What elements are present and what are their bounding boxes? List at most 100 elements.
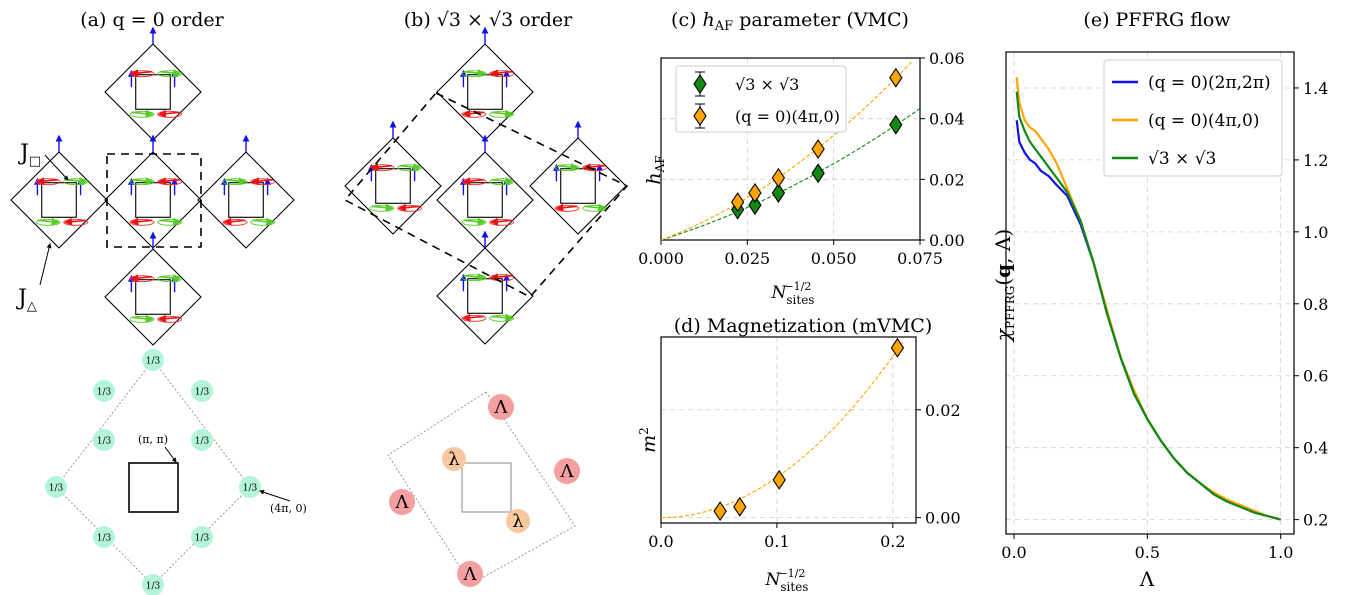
spin-orbit-red bbox=[461, 314, 487, 322]
fit-curve bbox=[661, 341, 904, 519]
bz-a-square bbox=[128, 462, 179, 513]
spin-arrow-red bbox=[36, 177, 59, 186]
spin-orbit-green bbox=[222, 178, 248, 186]
spin-arrow-green bbox=[131, 177, 154, 186]
data-point bbox=[713, 501, 727, 522]
c-ylabel: hAF bbox=[643, 155, 667, 184]
spin-orbit-green bbox=[129, 110, 155, 118]
d-ylabel: m2 bbox=[637, 427, 660, 453]
j-triangle-label: J△ bbox=[16, 286, 37, 314]
bz-site-label: 1/3 bbox=[243, 484, 258, 494]
legend-label-c: (q = 0)(4π,0) bbox=[735, 107, 840, 126]
y-tick-label: 0.2 bbox=[1303, 511, 1328, 530]
spin-arrow-green bbox=[131, 314, 154, 323]
lattice-diamond bbox=[104, 248, 202, 346]
e-ylabel: χPFFRG(q, Λ) bbox=[991, 229, 1017, 343]
spin-orbit-red bbox=[489, 70, 515, 78]
spin-arrow-red bbox=[251, 177, 273, 186]
spin-orbit-red bbox=[582, 164, 608, 172]
spin-orbit-red bbox=[397, 204, 423, 212]
j-triangle-pointer bbox=[39, 243, 52, 286]
y-tick-label: 1.4 bbox=[1303, 79, 1328, 98]
bz-b: Λ Λ Λ Λλ λ bbox=[387, 391, 580, 587]
x-tick-label: 1.0 bbox=[1268, 543, 1293, 562]
spin-orbit-green bbox=[554, 164, 580, 172]
y-tick-label: 0.04 bbox=[929, 110, 965, 129]
data-point bbox=[748, 182, 762, 203]
x-tick-label: 0.2 bbox=[880, 532, 905, 551]
flow-line bbox=[1015, 120, 1281, 521]
legend-label-e: (q = 0)(2π,2π) bbox=[1148, 73, 1271, 93]
chartD-frame bbox=[660, 336, 917, 524]
panel-b-title: (b) √3 × √3 order bbox=[404, 9, 573, 31]
x-tick-label: 0.1 bbox=[764, 532, 789, 551]
spin-orbit-green bbox=[489, 314, 515, 322]
4pi0-pointer bbox=[259, 489, 291, 502]
bz-site-label: 1/3 bbox=[49, 484, 64, 494]
data-point bbox=[811, 163, 825, 184]
j-square-label: J□ bbox=[18, 141, 41, 169]
bz-site-label: 1/3 bbox=[195, 388, 210, 398]
spin-arrow-green bbox=[463, 273, 486, 282]
spin-arrow-green bbox=[463, 217, 486, 226]
lattice-diamond bbox=[344, 137, 442, 235]
legend-label-e: √3 × √3 bbox=[1148, 149, 1216, 169]
spin-orbit-green bbox=[489, 110, 515, 118]
panel-d-title: (d) Magnetization (mVMC) bbox=[674, 315, 933, 337]
bz-site bbox=[142, 349, 164, 371]
spin-arrow-red bbox=[130, 217, 153, 226]
bz-b-boundary bbox=[387, 391, 576, 585]
spin-arrow-green bbox=[399, 163, 422, 172]
spin-arrow-green bbox=[584, 203, 607, 212]
spin-arrow-green bbox=[491, 313, 514, 322]
bz-site bbox=[191, 380, 213, 402]
spin-arrow-red bbox=[462, 177, 485, 186]
panel-c: (c) hAF parameter (VMC) 0.000 0.025 0.050 0… bbox=[638, 9, 965, 307]
chartC-frame bbox=[660, 57, 921, 241]
spin-orbit-green bbox=[369, 204, 395, 212]
bz-site-big bbox=[457, 561, 483, 587]
spin-arrow-green bbox=[159, 274, 182, 283]
bz-site bbox=[93, 429, 115, 451]
spin-arrow-red bbox=[130, 69, 153, 78]
spin-arrow-red bbox=[398, 203, 420, 212]
fit-curve bbox=[660, 108, 921, 241]
data-point bbox=[733, 496, 747, 517]
spin-arrow-red bbox=[555, 203, 578, 212]
spin-arrow-green bbox=[131, 109, 154, 118]
pipi-pointer bbox=[164, 446, 177, 463]
spin-arrow-green bbox=[491, 177, 514, 186]
bz-site-label: 1/3 bbox=[195, 534, 210, 544]
spin-arrow-green bbox=[371, 203, 394, 212]
panel-a: (a) q = 0 order J□ J△ 1/31/3 1/31/3 1/31/3… bbox=[10, 9, 307, 595]
y-tick-label: 1.2 bbox=[1303, 151, 1328, 170]
spin-orbit-red bbox=[489, 274, 515, 282]
y-tick-label: 0.02 bbox=[929, 170, 965, 189]
y-tick-label: 0.4 bbox=[1303, 439, 1328, 458]
bz-site bbox=[191, 429, 213, 451]
spin-arrow-green bbox=[159, 69, 182, 78]
bz-a-boundary bbox=[55, 359, 251, 586]
lattice-diamond bbox=[529, 137, 627, 235]
bz-site-small bbox=[506, 509, 530, 533]
spin-arrow-green bbox=[556, 163, 579, 172]
lattice-square bbox=[228, 182, 264, 218]
x-tick-label: 0.000 bbox=[638, 249, 684, 268]
legend-e bbox=[1103, 59, 1283, 177]
bz-site-big-label: Λ bbox=[560, 461, 575, 482]
panel-b-lattice bbox=[343, 26, 629, 345]
c-xlabel: Nsites−1/2 bbox=[771, 280, 815, 307]
spin-orbit-red bbox=[129, 218, 155, 226]
spin-arrow-red bbox=[158, 314, 180, 323]
bz-b-square bbox=[461, 462, 512, 513]
spin-arrow-red bbox=[130, 274, 153, 283]
bz-site bbox=[45, 476, 67, 498]
spin-orbit-red bbox=[489, 218, 515, 226]
e-xlabel: Λ bbox=[1139, 567, 1155, 591]
bz-a: 1/3 1/3 1/3 1/3 1/3 1/3 1/3 1/3 1/3 1/3 (π, π) (4… bbox=[45, 349, 307, 595]
spin-arrow-red bbox=[223, 217, 246, 226]
legend-c bbox=[675, 65, 847, 133]
data-point bbox=[748, 195, 762, 216]
spin-orbit-green bbox=[129, 178, 155, 186]
